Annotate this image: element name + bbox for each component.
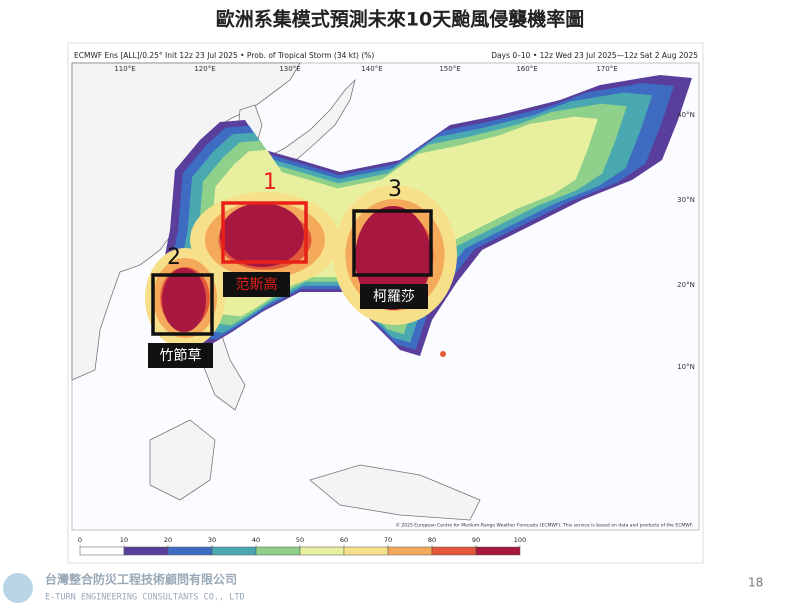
probability-spot [440, 351, 446, 357]
storm-number: 3 [388, 177, 402, 202]
colorbar-tick-label: 50 [296, 536, 304, 544]
colorbar-tick-label: 90 [472, 536, 480, 544]
longitude-label: 150°E [439, 65, 460, 73]
map-header-right: Days 0–10 • 12z Wed 23 Jul 2025—12z Sat … [491, 51, 698, 60]
page-number: 18 [748, 576, 763, 590]
storm-label-bg [148, 343, 213, 368]
storm-box [352, 209, 433, 277]
latitude-label: 10°N [677, 363, 695, 371]
colorbar-segment [431, 546, 477, 556]
storm-name: 范斯高 [236, 276, 278, 293]
new-guinea [309, 464, 481, 521]
storm-number: 1 [263, 170, 277, 195]
colorbar-tick-label: 100 [514, 536, 526, 544]
probability-core [162, 268, 206, 332]
latitude-label: 40°N [677, 111, 695, 119]
map-header-left: ECMWF Ens [ALL]/0.25° Init 12z 23 Jul 20… [74, 51, 374, 60]
colorbar-tick-label: 30 [208, 536, 216, 544]
storm-box [221, 201, 308, 264]
colorbar-tick-label: 0 [78, 536, 82, 544]
colorbar-segment [475, 546, 521, 556]
map-credit: © 2025 European Centre for Medium-Range … [395, 522, 693, 529]
longitude-label: 160°E [516, 65, 537, 73]
storm-number: 2 [167, 245, 181, 270]
latitude-label: 30°N [677, 196, 695, 204]
logo [3, 573, 33, 603]
colorbar-segment [211, 546, 257, 556]
longitude-label: 120°E [194, 65, 215, 73]
probability-core [220, 203, 304, 267]
colorbar-tick-label: 10 [120, 536, 128, 544]
longitude-label: 140°E [361, 65, 382, 73]
longitude-label: 170°E [596, 65, 617, 73]
colorbar-segment [255, 546, 301, 556]
colorbar-tick-label: 40 [252, 536, 260, 544]
storm-name: 柯羅莎 [373, 289, 415, 305]
company-name: 台灣整合防災工程技術顧問有限公司 [45, 572, 237, 587]
colorbar: 0 10 20 30 40 50 60 70 80 90 100 [78, 536, 526, 556]
colorbar-segment [123, 546, 169, 556]
colorbar-tick-label: 70 [384, 536, 392, 544]
colorbar-segment [387, 546, 433, 556]
storm-label-bg [360, 284, 428, 309]
storm-box [151, 273, 214, 336]
slide-title: 歐洲系集模式預測未來10天颱風侵襲機率圖 [216, 8, 584, 31]
colorbar-segment [299, 546, 345, 556]
storm-label-bg [223, 272, 290, 297]
colorbar-segment [167, 546, 213, 556]
colorbar-tick-label: 20 [164, 536, 172, 544]
colorbar-segment [79, 546, 125, 556]
borneo [149, 419, 216, 501]
longitude-label: 130°E [279, 65, 300, 73]
colorbar-tick-label: 80 [428, 536, 436, 544]
colorbar-segment [343, 546, 389, 556]
colorbar-tick-label: 60 [340, 536, 348, 544]
company-name-en: E-TURN ENGINEERING CONSULTANTS CO., LTD [45, 593, 245, 603]
latitude-label: 20°N [677, 281, 695, 289]
longitude-label: 110°E [114, 65, 135, 73]
storm-name: 竹節草 [160, 347, 202, 364]
